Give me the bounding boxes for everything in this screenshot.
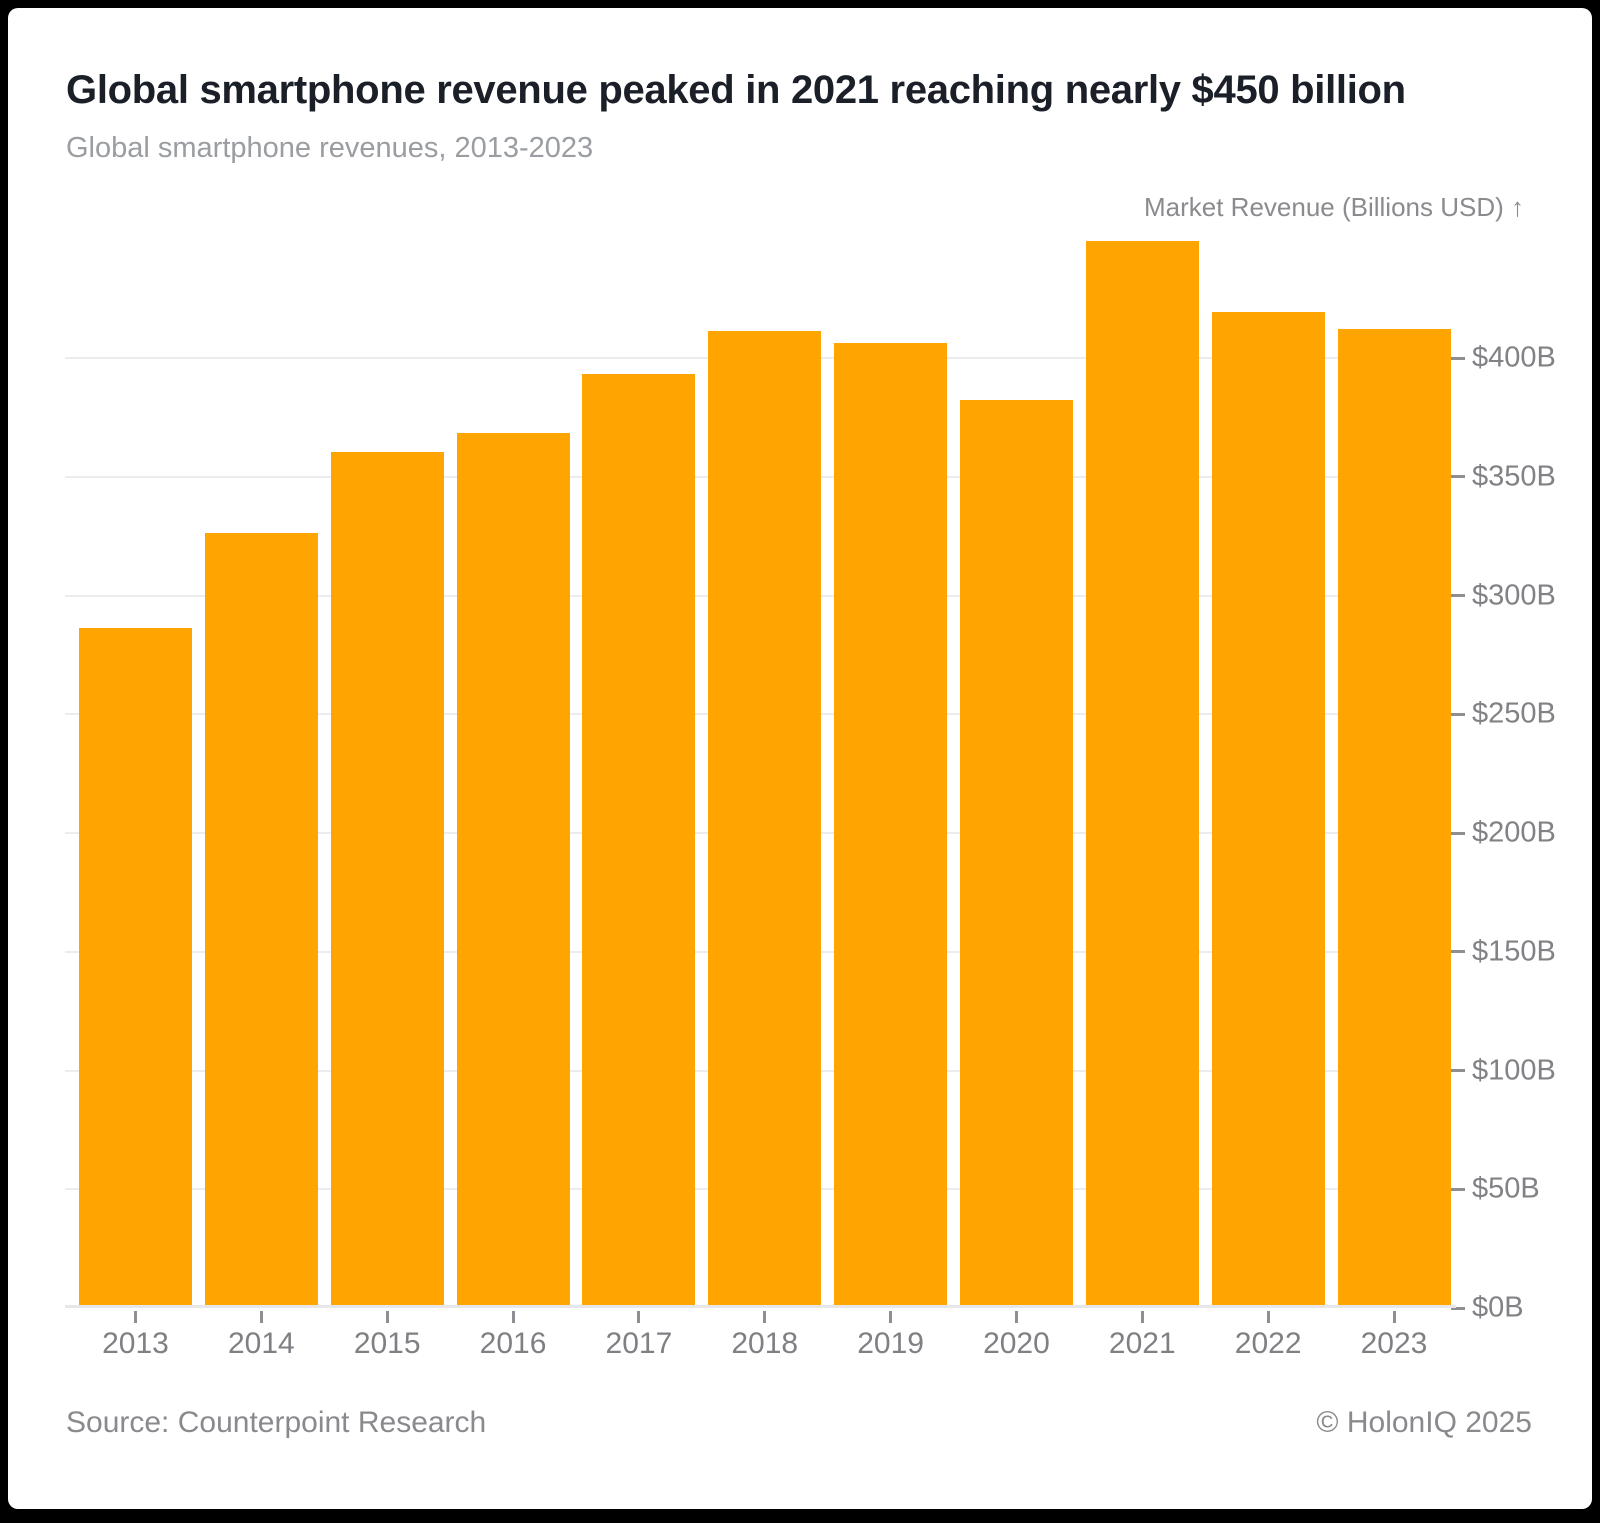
bar-2013 [79, 628, 192, 1305]
x-tick-2022 [1266, 1311, 1270, 1323]
x-tick-2013 [134, 1311, 137, 1323]
y-tick-400 [1451, 356, 1465, 360]
x-tick-label-2021: 2021 [1108, 1327, 1176, 1360]
copyright-note: © HolonIQ 2025 [1316, 1406, 1532, 1439]
x-tick-label-2014: 2014 [227, 1327, 295, 1360]
x-tick-label-2018: 2018 [731, 1327, 799, 1360]
bar-2020 [959, 400, 1073, 1305]
x-tick-label-2013: 2013 [102, 1327, 169, 1360]
y-tick-label-350: $350B [1472, 460, 1556, 493]
bar-2016 [456, 433, 570, 1305]
bar-2022 [1211, 312, 1325, 1305]
x-tick-label-2020: 2020 [983, 1327, 1050, 1360]
x-tick-label-2015: 2015 [353, 1327, 421, 1360]
y-tick-300 [1451, 594, 1465, 597]
y-tick-label-150: $150B [1472, 935, 1556, 968]
bar-2019 [834, 343, 948, 1305]
bar-2017 [582, 374, 696, 1305]
y-tick-label-400: $400B [1472, 341, 1556, 374]
y-axis-title: Market Revenue (Billions USD) ↑ [1143, 192, 1524, 222]
chart-subtitle: Global smartphone revenues, 2013-2023 [66, 132, 594, 164]
x-axis-baseline [65, 1305, 1456, 1308]
bar-2018 [708, 331, 822, 1305]
x-tick-2023 [1392, 1311, 1396, 1323]
bar-2014 [204, 533, 318, 1305]
chart-card: Global smartphone revenue peaked in 2021… [8, 8, 1592, 1509]
y-tick-100 [1451, 1069, 1465, 1072]
x-tick-label-2023: 2023 [1360, 1327, 1428, 1360]
y-tick-label-250: $250B [1472, 697, 1556, 730]
bar-2023 [1337, 328, 1451, 1305]
x-tick-2019 [889, 1311, 893, 1323]
x-tick-2020 [1014, 1311, 1018, 1323]
y-tick-250 [1451, 712, 1465, 716]
y-tick-label-200: $200B [1472, 816, 1556, 849]
x-axis: 2013 2014 2015 2016 2017 2018 2019 2020 2021 2022… [65, 1311, 1451, 1371]
y-tick-50 [1451, 1187, 1465, 1191]
y-tick-label-50: $50B [1472, 1172, 1540, 1205]
x-tick-2017 [637, 1311, 641, 1323]
y-axis: $0B $50B $100B $150B $200B $250B $300B $350B $40… [1448, 228, 1600, 1324]
bar-2021 [1085, 241, 1199, 1305]
x-tick-label-2022: 2022 [1234, 1327, 1302, 1360]
x-tick-2015 [385, 1311, 389, 1323]
x-tick-label-2019: 2019 [857, 1327, 924, 1360]
source-note: Source: Counterpoint Research [66, 1406, 487, 1439]
y-tick-label-300: $300B [1472, 579, 1556, 611]
y-tick-label-0: $0B [1472, 1291, 1524, 1324]
y-tick-0 [1451, 1306, 1465, 1310]
y-tick-label-100: $100B [1472, 1054, 1556, 1086]
y-tick-350 [1451, 475, 1465, 479]
plot-area [65, 228, 1456, 1308]
bar-2015 [330, 452, 444, 1305]
x-tick-label-2016: 2016 [479, 1327, 547, 1360]
x-tick-2021 [1140, 1311, 1144, 1323]
y-tick-150 [1451, 950, 1465, 954]
x-tick-2018 [763, 1311, 767, 1323]
x-tick-2014 [259, 1311, 263, 1323]
y-tick-200 [1451, 831, 1465, 835]
x-tick-2016 [511, 1311, 515, 1323]
x-tick-label-2017: 2017 [605, 1327, 673, 1360]
chart-title: Global smartphone revenue peaked in 2021… [66, 68, 1406, 112]
